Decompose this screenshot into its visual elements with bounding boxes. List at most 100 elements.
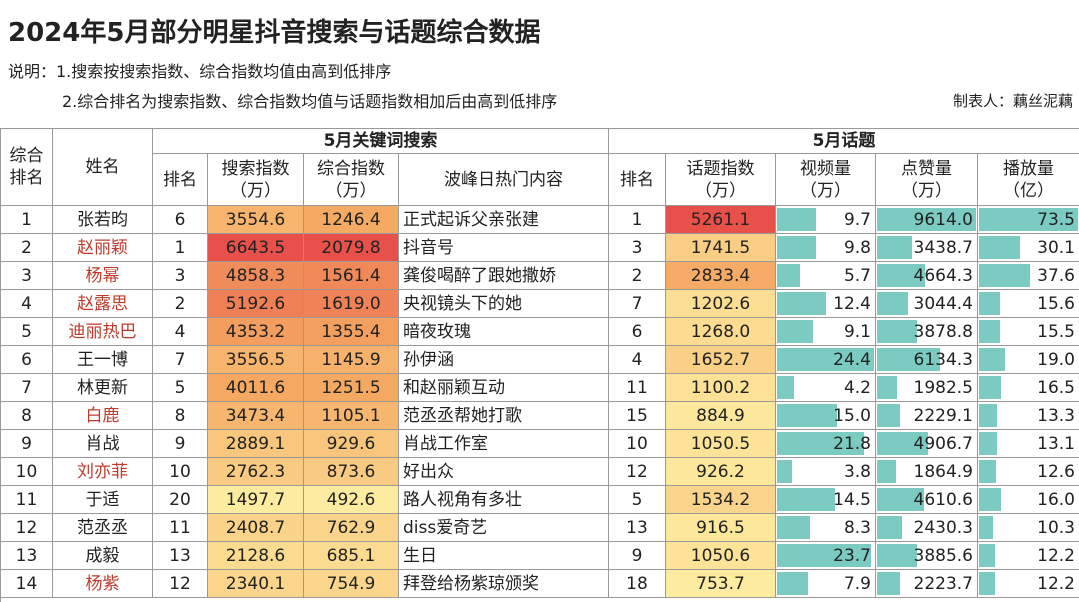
- cell-text: 19.0: [1037, 349, 1075, 370]
- data-bar: [877, 320, 917, 343]
- data-cell: 1982.5: [876, 374, 978, 402]
- cell-text: 21.8: [833, 433, 871, 454]
- data-cell: 15: [609, 402, 666, 430]
- data-cell: 916.5: [666, 514, 776, 542]
- data-cell: 1619.0: [304, 290, 399, 318]
- cell-text: 点赞量（万）: [901, 158, 952, 201]
- cell-text: 12.4: [833, 293, 871, 314]
- data-cell: 2: [153, 290, 208, 318]
- data-cell: 1268.0: [666, 318, 776, 346]
- cell-text: 1100.2: [690, 377, 751, 398]
- data-cell: 3554.6: [208, 206, 304, 234]
- cell-text: 2762.3: [225, 461, 286, 482]
- cell-text: 范丞丞: [77, 517, 128, 538]
- data-bar: [777, 516, 810, 539]
- header-cell: 姓名: [53, 129, 153, 206]
- data-cell: 1202.6: [666, 290, 776, 318]
- data-cell: 2762.3: [208, 458, 304, 486]
- cell-text: 10.3: [1037, 517, 1075, 538]
- data-cell: 7.9: [776, 570, 876, 598]
- name-cell: 王一博: [53, 346, 153, 374]
- data-bar: [777, 320, 814, 343]
- data-cell: 926.2: [666, 458, 776, 486]
- cell-text: 884.9: [696, 405, 745, 426]
- cell-text: 12: [169, 573, 191, 594]
- data-cell: 7: [1, 374, 53, 402]
- data-bar: [777, 488, 835, 511]
- cell-text: 拜登给杨紫琼颁奖: [403, 573, 539, 594]
- cell-text: 1: [21, 209, 32, 230]
- data-bar: [979, 292, 1000, 315]
- cell-text: 9.7: [843, 209, 871, 230]
- data-cell: 2128.6: [208, 542, 304, 570]
- header-cell: 综合指数（万）: [304, 154, 399, 206]
- data-cell: 2833.4: [666, 262, 776, 290]
- name-cell: 张若昀: [53, 206, 153, 234]
- data-cell: 6: [609, 318, 666, 346]
- data-cell: 3885.6: [876, 542, 978, 570]
- cell-text: 4858.3: [225, 265, 286, 286]
- data-cell: 9.8: [776, 234, 876, 262]
- cell-text: 赵露思: [77, 293, 128, 314]
- data-cell: diss爱奇艺: [399, 514, 609, 542]
- note: 2.综合排名为搜索指数、综合指数均值与话题指数相加后由高到低排序: [62, 92, 558, 111]
- cell-text: 1497.7: [225, 489, 286, 510]
- cell-text: 5.7: [843, 265, 871, 286]
- cell-text: 11: [169, 517, 191, 538]
- data-cell: 6134.3: [876, 346, 978, 374]
- cell-text: 4011.6: [225, 377, 286, 398]
- data-cell: 884.9: [666, 402, 776, 430]
- cell-text: 1105.1: [321, 405, 381, 426]
- cell-text: 刘亦菲: [77, 461, 128, 482]
- cell-text: 6: [174, 209, 186, 230]
- data-bar: [877, 460, 897, 483]
- cell-text: 视频量（万）: [800, 158, 851, 201]
- cell-text: 3044.4: [913, 293, 973, 314]
- cell-text: 2128.6: [225, 545, 286, 566]
- cell-text: 3885.6: [913, 545, 973, 566]
- data-bar: [877, 348, 941, 371]
- header-cell: 视频量（万）: [776, 154, 876, 206]
- cell-text: 排名: [620, 169, 654, 190]
- data-cell: 16.0: [978, 486, 1079, 514]
- data-cell: 1: [609, 206, 666, 234]
- data-cell: 1534.2: [666, 486, 776, 514]
- cell-text: 13.1: [1037, 433, 1075, 454]
- data-cell: 4664.3: [876, 262, 978, 290]
- data-cell: 3438.7: [876, 234, 978, 262]
- data-cell: 抖音号: [399, 234, 609, 262]
- header-cell: 综合排名: [1, 129, 53, 206]
- cell-text: 孙伊涵: [403, 349, 454, 370]
- data-cell: 3.8: [776, 458, 876, 486]
- data-cell: 9.7: [776, 206, 876, 234]
- cell-text: 1652.7: [690, 349, 751, 370]
- data-cell: 2: [609, 262, 666, 290]
- data-cell: 20: [153, 486, 208, 514]
- group-header: 5月关键词搜索: [153, 129, 609, 154]
- cell-text: 5: [21, 321, 32, 342]
- data-cell: 762.9: [304, 514, 399, 542]
- cell-text: 762.9: [326, 517, 376, 538]
- cell-text: 12: [626, 461, 648, 482]
- header-cell: 话题指数（万）: [666, 154, 776, 206]
- data-cell: 24.4: [776, 346, 876, 374]
- cell-text: 753.7: [696, 573, 745, 594]
- data-cell: 1251.5: [304, 374, 399, 402]
- data-cell: 1: [1, 206, 53, 234]
- cell-text: 916.5: [696, 517, 745, 538]
- data-cell: 2223.7: [876, 570, 978, 598]
- data-bar: [979, 404, 997, 427]
- data-bar: [877, 404, 900, 427]
- cell-text: 13: [626, 517, 648, 538]
- data-cell: 8.3: [776, 514, 876, 542]
- data-cell: 13: [609, 514, 666, 542]
- cell-text: 1: [631, 209, 643, 230]
- cell-text: 3473.4: [225, 405, 286, 426]
- data-cell: 2430.3: [876, 514, 978, 542]
- data-cell: 4: [153, 318, 208, 346]
- data-cell: 11: [609, 374, 666, 402]
- cell-text: 15.5: [1037, 321, 1075, 342]
- cell-text: 2340.1: [225, 573, 286, 594]
- header-cell: 搜索指数（万）: [208, 154, 304, 206]
- data-cell: 12: [1, 514, 53, 542]
